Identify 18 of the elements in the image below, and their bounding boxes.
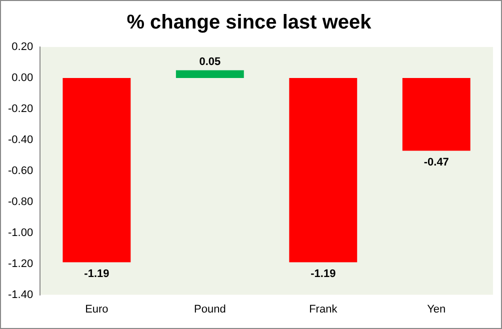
x-tick-label: Pound <box>194 303 226 316</box>
y-tick-label: -1.40 <box>8 288 34 301</box>
y-tick-label: -0.60 <box>8 164 34 177</box>
x-tick-label: Yen <box>427 303 446 316</box>
y-tick-label: -0.20 <box>8 102 34 115</box>
data-label: -1.19 <box>84 268 110 280</box>
y-tick-label: -0.40 <box>8 134 34 146</box>
data-label: -0.47 <box>424 156 449 168</box>
x-tick-label: Frank <box>309 303 338 316</box>
y-tick-label: 0.00 <box>12 72 34 84</box>
data-label: 0.05 <box>199 56 221 68</box>
y-tick-label: -1.00 <box>8 226 34 239</box>
data-label: -1.19 <box>310 268 336 280</box>
x-tick-label: Euro <box>85 303 108 316</box>
chart-title: % change since last week <box>126 12 372 34</box>
y-tick-label: 0.20 <box>12 41 34 54</box>
y-tick-label: -0.80 <box>8 196 34 208</box>
y-tick-label: -1.20 <box>8 258 34 270</box>
